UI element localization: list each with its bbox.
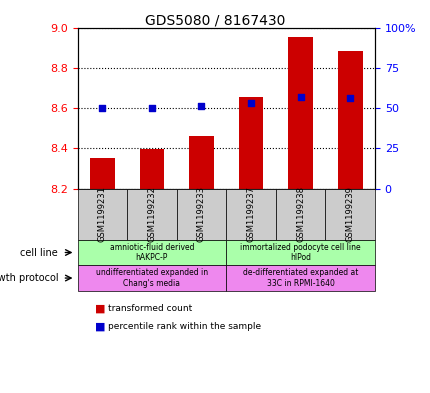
Text: transformed count: transformed count [108,304,191,313]
Text: GSM1199239: GSM1199239 [345,186,354,242]
Point [247,100,254,107]
Point [98,105,106,111]
Text: undifferentiated expanded in
Chang's media: undifferentiated expanded in Chang's med… [95,268,208,288]
Text: de-differentiated expanded at
33C in RPMI-1640: de-differentiated expanded at 33C in RPM… [243,268,357,288]
Text: GSM1199232: GSM1199232 [147,186,156,242]
Text: GSM1199238: GSM1199238 [295,186,304,242]
Point [297,94,304,100]
Text: growth protocol: growth protocol [0,273,58,283]
Text: immortalized podocyte cell line
hIPod: immortalized podocyte cell line hIPod [240,243,360,262]
Text: GSM1199233: GSM1199233 [197,186,206,242]
Point [346,95,353,101]
Bar [139,149,164,189]
Text: GDS5080 / 8167430: GDS5080 / 8167430 [145,14,285,28]
Bar [189,136,213,189]
Text: GSM1199237: GSM1199237 [246,186,255,242]
Text: cell line: cell line [20,248,58,257]
Text: ■: ■ [95,321,105,331]
Bar [288,37,312,189]
Bar [337,51,362,189]
Text: amniotic-fluid derived
hAKPC-P: amniotic-fluid derived hAKPC-P [109,243,194,262]
Bar [238,97,263,189]
Bar [90,158,114,189]
Point [197,103,205,110]
Text: GSM1199231: GSM1199231 [98,186,107,242]
Text: ■: ■ [95,303,105,314]
Point [148,105,155,111]
Text: percentile rank within the sample: percentile rank within the sample [108,322,260,331]
